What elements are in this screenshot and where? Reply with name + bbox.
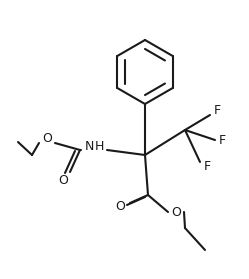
Text: O: O: [58, 174, 68, 186]
Text: O: O: [115, 201, 125, 213]
Text: F: F: [203, 160, 211, 174]
Text: O: O: [42, 133, 52, 146]
Text: O: O: [171, 206, 181, 218]
Text: N: N: [84, 141, 94, 153]
Text: F: F: [213, 104, 221, 117]
Text: F: F: [218, 133, 226, 146]
Text: H: H: [94, 141, 104, 153]
